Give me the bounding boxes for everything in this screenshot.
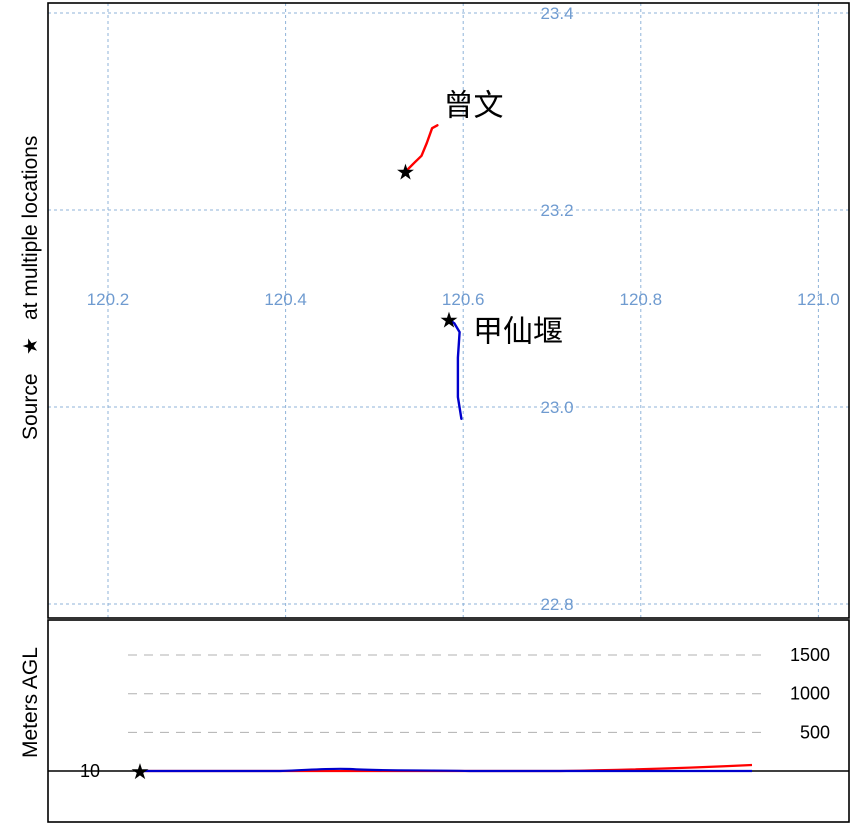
- map-frame: [47, 2, 850, 619]
- map-y-axis-label-suffix: at multiple locations: [19, 136, 42, 320]
- longitude-tick-label: 120.8: [620, 290, 663, 309]
- source-star-icon: ★: [396, 160, 416, 185]
- trajectory-2: ★ 甲仙堰: [439, 307, 563, 420]
- ground-label: 10: [80, 761, 100, 781]
- height-level-label: 1000: [790, 684, 830, 704]
- longitude-tick-label: 121.0: [797, 290, 840, 309]
- map-panel: 120.2 120.4 120.6 120.8 121.0 23.4 23.2 23.0 22…: [47, 2, 850, 619]
- latitude-tick-label: 23.0: [540, 398, 573, 417]
- latitude-tick-label: 22.8: [540, 595, 573, 614]
- height-level-label: 1500: [790, 645, 830, 665]
- height-traces: ★: [130, 759, 753, 784]
- height-levels: 1500 1000 500: [128, 645, 830, 742]
- height-panel: 1500 1000 500 10 ★: [47, 619, 850, 823]
- trajectory-label: 甲仙堰: [473, 314, 563, 349]
- source-star-icon: ★: [439, 307, 459, 332]
- height-trace-blue: [140, 767, 752, 773]
- trajectory-1: ★ 曾文: [396, 89, 504, 185]
- trajectories: ★ 曾文 ★ 甲仙堰: [396, 89, 563, 420]
- map-y-axis-label-prefix: Source: [19, 373, 42, 440]
- height-frame: [47, 619, 850, 823]
- latitude-tick-label: 23.2: [540, 201, 573, 220]
- longitude-labels: 120.2 120.4 120.6 120.8 121.0: [87, 290, 840, 309]
- longitude-tick-label: 120.2: [87, 290, 130, 309]
- trajectory-path: [404, 124, 439, 173]
- trajectory-label: 曾文: [443, 89, 503, 124]
- latitude-labels: 23.4 23.2 23.0 22.8: [540, 4, 573, 614]
- trajectory-path: [447, 318, 463, 420]
- longitude-tick-label: 120.4: [264, 290, 307, 309]
- longitude-grid: [107, 3, 819, 618]
- source-star-icon: ★: [20, 337, 42, 355]
- source-star-icon: ★: [130, 759, 150, 784]
- longitude-tick-label: 120.6: [442, 290, 485, 309]
- latitude-tick-label: 23.4: [540, 4, 573, 23]
- height-y-axis-label: Meters AGL: [19, 647, 42, 758]
- latitude-grid: [48, 12, 849, 605]
- height-level-label: 500: [800, 722, 830, 742]
